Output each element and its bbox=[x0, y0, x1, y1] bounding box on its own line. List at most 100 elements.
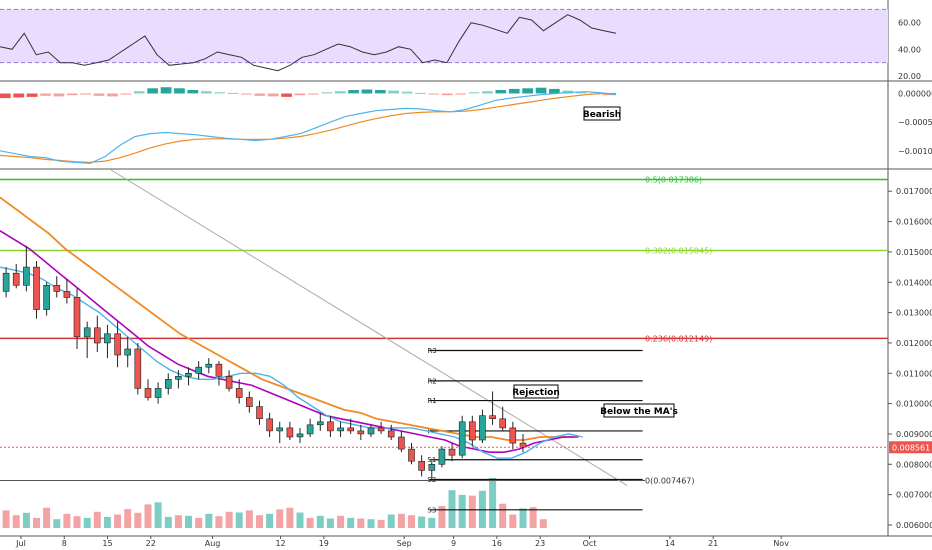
time-tick-label: 8 bbox=[62, 539, 67, 548]
candle-body bbox=[458, 421, 466, 456]
candle-body bbox=[296, 433, 304, 438]
macd-histogram-bar bbox=[549, 88, 560, 94]
ema-long-line bbox=[0, 196, 574, 441]
candle-body bbox=[165, 378, 172, 389]
candle-body bbox=[468, 421, 476, 441]
macd-histogram-bar bbox=[53, 93, 65, 97]
volume-bar bbox=[83, 517, 91, 528]
macd-histogram-bar bbox=[147, 88, 158, 94]
candle-body bbox=[367, 427, 375, 435]
fib-level-label: 0(0.007467) bbox=[645, 476, 695, 485]
candle-body bbox=[225, 375, 233, 389]
volume-bar bbox=[316, 515, 324, 528]
macd-histogram-bar bbox=[441, 93, 453, 96]
time-tick-label: 22 bbox=[146, 539, 156, 548]
macd-histogram-bar bbox=[0, 93, 11, 99]
candle-body bbox=[489, 415, 496, 420]
candle-body bbox=[256, 406, 263, 420]
candle-body bbox=[235, 388, 243, 398]
macd-histogram-bar bbox=[133, 91, 145, 94]
time-tick-label: 21 bbox=[708, 539, 718, 548]
macd-histogram-bar bbox=[401, 91, 413, 94]
volume-bar bbox=[489, 478, 497, 528]
pivot-label: S2 bbox=[427, 476, 436, 484]
candle-body bbox=[2, 272, 10, 292]
price-panel[interactable]: 0.5(0.017386) 0.382(0.015045) 0.236(0.0121… bbox=[0, 169, 888, 528]
price-tick-label: 0.013000 bbox=[896, 309, 932, 318]
axis-labels: 60.00 40.00 20.00 0.000000 −0.000500 −0.00100… bbox=[15, 19, 932, 548]
candle-body bbox=[124, 348, 131, 356]
volume-bar bbox=[174, 515, 182, 528]
volume-bar bbox=[408, 515, 415, 528]
volume-bar bbox=[53, 519, 61, 528]
candle-body bbox=[387, 430, 395, 438]
rejection-annotation: Rejection bbox=[512, 388, 560, 398]
volume-bar bbox=[438, 506, 446, 528]
volume-bar bbox=[387, 514, 395, 528]
macd-histogram-bar bbox=[93, 93, 105, 96]
volume-bar bbox=[418, 516, 426, 528]
below-ma-annotation: Below the MA's bbox=[600, 407, 678, 417]
candle-body bbox=[428, 463, 436, 471]
volume-bar bbox=[43, 507, 51, 528]
bearish-annotation: Bearish bbox=[583, 110, 621, 120]
volume-bar bbox=[12, 515, 20, 528]
volume-bar bbox=[539, 519, 547, 528]
candle-body bbox=[114, 333, 121, 356]
price-tick-label: 0.009000 bbox=[896, 430, 932, 439]
macd-histogram-bar bbox=[26, 93, 38, 97]
candle-body bbox=[195, 366, 202, 374]
candle-body bbox=[306, 424, 314, 435]
volume-bar bbox=[266, 513, 274, 528]
macd-histogram-bar bbox=[522, 88, 533, 94]
time-tick-label: 15 bbox=[102, 539, 112, 548]
time-tick-label: Nov bbox=[773, 539, 789, 548]
candle-body bbox=[337, 427, 344, 432]
candle-body bbox=[104, 333, 111, 344]
macd-histogram-bar bbox=[227, 92, 239, 94]
pivot-label: S3 bbox=[427, 506, 436, 514]
volume-bar bbox=[286, 507, 294, 528]
candle-body bbox=[357, 430, 365, 435]
macd-histogram-bar bbox=[455, 93, 466, 95]
candle-body bbox=[327, 421, 334, 432]
volume-bar bbox=[276, 509, 284, 528]
candle-body bbox=[185, 372, 192, 377]
macd-histogram-bar bbox=[67, 93, 78, 96]
macd-histogram-bar bbox=[308, 93, 319, 95]
candle-body bbox=[205, 363, 213, 368]
time-tick-label: Jul bbox=[15, 539, 26, 548]
volume-bar bbox=[103, 516, 111, 528]
volume-bar bbox=[397, 513, 405, 528]
macd-histogram-bar bbox=[160, 87, 172, 94]
pivot-label: R2 bbox=[427, 377, 436, 385]
volume-bar bbox=[2, 510, 10, 528]
current-price-label: 0.008561 bbox=[892, 443, 930, 452]
candle-body bbox=[12, 272, 20, 286]
fib-level-label: 0.382(0.015045) bbox=[645, 247, 712, 256]
candle-body bbox=[316, 421, 324, 426]
time-tick-label: 23 bbox=[535, 539, 545, 548]
sma-fast-line bbox=[0, 266, 583, 459]
candle-body bbox=[83, 327, 91, 338]
pivot-label: S1 bbox=[427, 456, 436, 464]
price-tick-label: 0.017000 bbox=[896, 187, 932, 196]
volume-bar bbox=[499, 503, 507, 528]
macd-histogram-bar bbox=[482, 91, 493, 94]
macd-histogram-bar bbox=[508, 88, 520, 94]
macd-histogram-bar bbox=[602, 93, 614, 96]
candle-body bbox=[479, 415, 486, 441]
volume-bar bbox=[367, 519, 375, 528]
volume-bar bbox=[337, 515, 345, 528]
volume-bar bbox=[357, 518, 365, 528]
rsi-tick-label: 20.00 bbox=[898, 72, 921, 81]
candle-body bbox=[134, 348, 142, 389]
candle-body bbox=[377, 427, 385, 432]
volume-bar bbox=[428, 517, 436, 528]
macd-histogram-bar bbox=[281, 93, 292, 97]
macd-histogram-bar bbox=[428, 93, 440, 95]
price-tick-label: 0.008000 bbox=[896, 460, 932, 469]
rsi-band bbox=[0, 9, 888, 63]
volume-bar bbox=[225, 511, 233, 528]
candle-body bbox=[43, 284, 50, 310]
